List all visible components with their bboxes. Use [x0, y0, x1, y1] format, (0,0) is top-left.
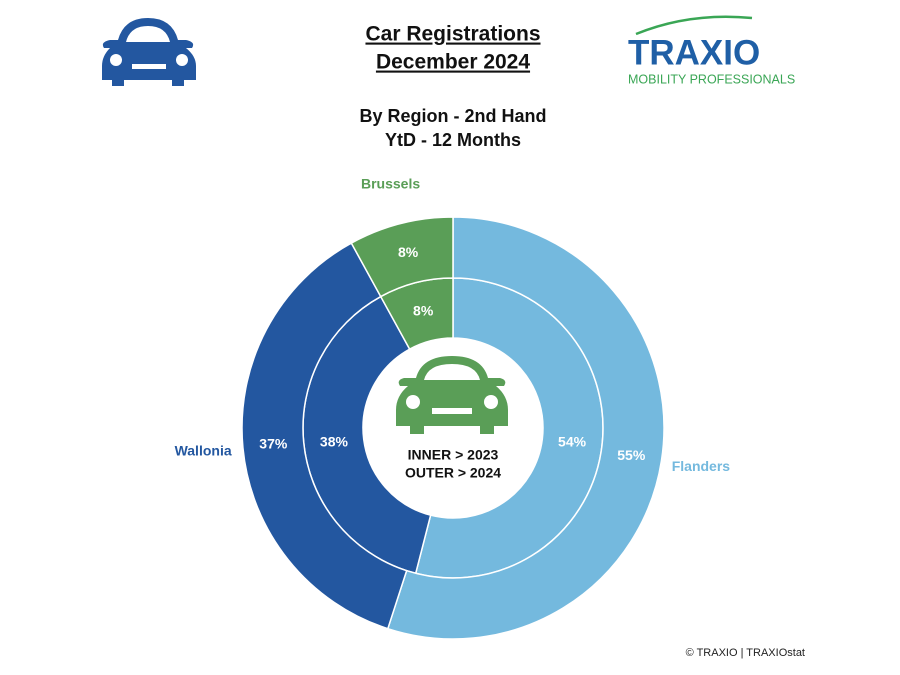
data-label: 8% [398, 244, 419, 260]
chart-subtitle: YtD - 12 Months [385, 130, 521, 150]
chart-title: Car Registrations [365, 23, 540, 46]
category-label: Wallonia [175, 442, 232, 458]
ring-legend: OUTER > 2024 [405, 465, 501, 481]
category-label: Flanders [672, 458, 731, 474]
car-icon [102, 18, 196, 86]
donut-segment [350, 216, 454, 298]
donut-segment [386, 216, 665, 640]
logo-swoosh [635, 15, 753, 36]
chart-title: December 2024 [376, 51, 530, 74]
data-label: 38% [320, 434, 349, 450]
data-label: 55% [617, 447, 646, 463]
donut [241, 216, 665, 640]
data-label: 54% [558, 434, 587, 450]
chart-subtitle: By Region - 2nd Hand [359, 106, 546, 126]
ring-legend: INNER > 2023 [408, 447, 499, 463]
logo-text: TRAXIO [628, 33, 760, 72]
center-car-icon [396, 356, 508, 434]
data-label: 37% [259, 436, 288, 452]
source: © TRAXIO | TRAXIOstat [686, 647, 805, 659]
category-label: Brussels [361, 176, 420, 192]
donut-segment [241, 242, 408, 630]
logo-tagline: MOBILITY PROFESSIONALS [628, 72, 795, 86]
data-label: 8% [413, 302, 434, 318]
